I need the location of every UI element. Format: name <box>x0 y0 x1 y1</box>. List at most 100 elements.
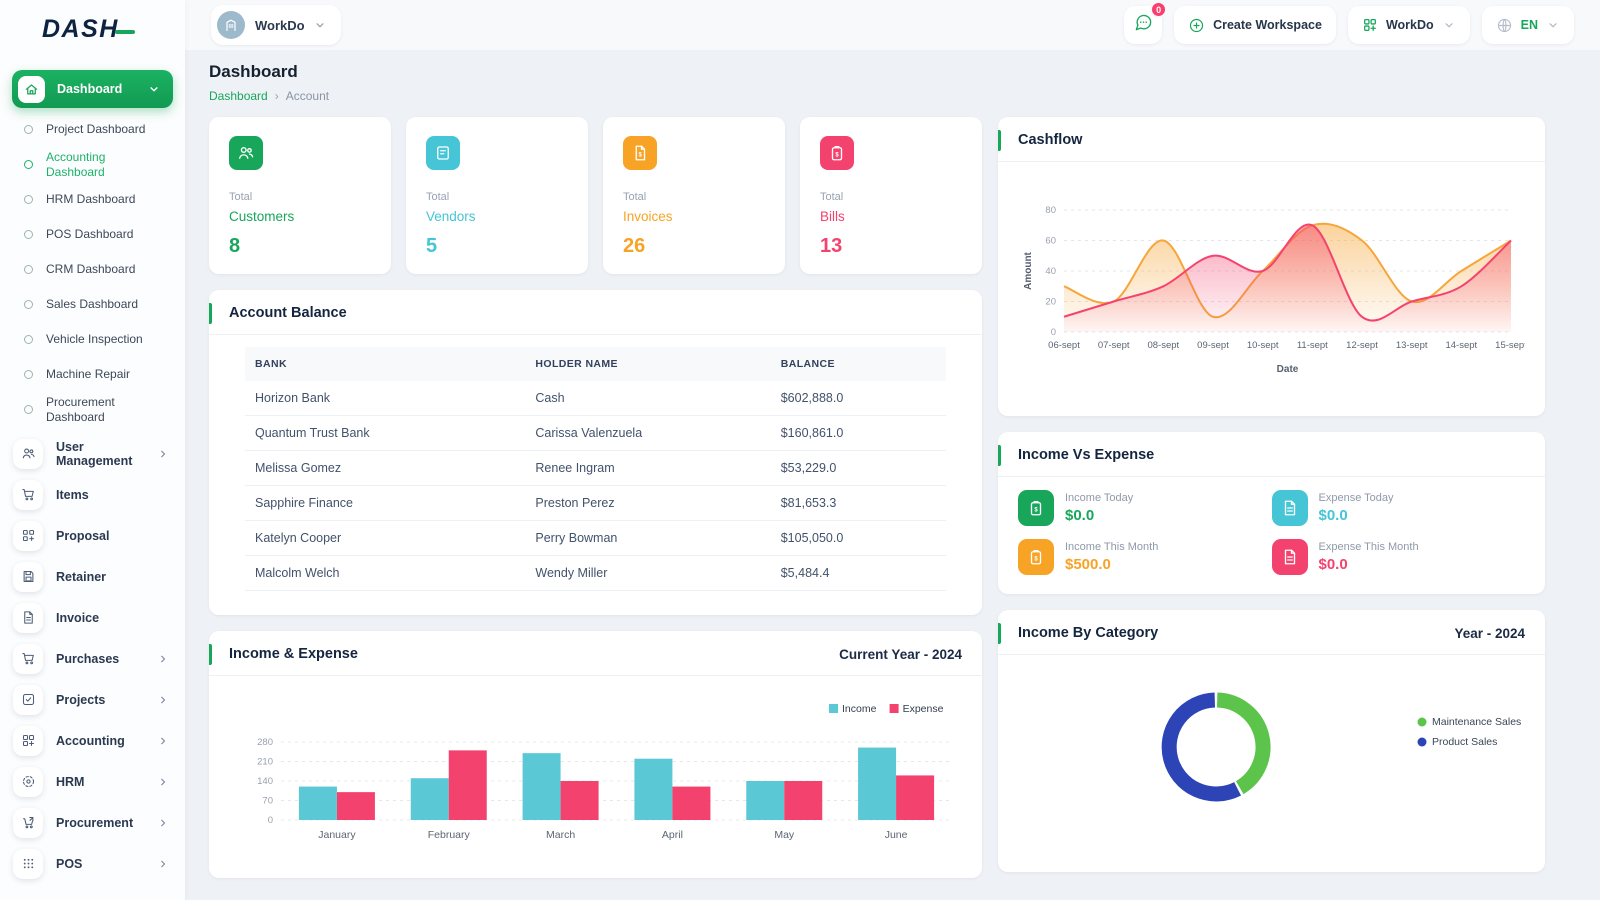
cell-balance: $602,888.0 <box>770 381 946 416</box>
main-content: Dashboard Dashboard › Account Total Custo… <box>185 50 1600 900</box>
table-row: Sapphire Finance Preston Perez $81,653.3 <box>245 485 946 521</box>
account-balance-card: Account Balance BANK HOLDER NAME BALANCE Ho… <box>209 290 982 615</box>
sidebar-item-invoice[interactable]: Invoice <box>0 597 185 638</box>
sidebar-item-projects[interactable]: Projects <box>0 679 185 720</box>
chevron-down-icon <box>147 82 161 96</box>
sidebar-item-accounting[interactable]: Accounting <box>0 720 185 761</box>
sidebar-item-user-management[interactable]: User Management <box>0 433 185 474</box>
sidebar-subitem-accounting-dashboard[interactable]: Accounting Dashboard <box>0 147 185 182</box>
svg-text:February: February <box>428 829 471 841</box>
messages-badge: 0 <box>1150 1 1168 18</box>
sidebar-subitem-vehicle-inspection[interactable]: Vehicle Inspection <box>0 322 185 357</box>
app-logo[interactable]: DASH <box>0 0 185 58</box>
workspace-switcher[interactable]: WorkDo <box>211 5 341 45</box>
circle-icon <box>24 125 33 134</box>
svg-text:Product Sales: Product Sales <box>1432 736 1497 748</box>
cell-holder: Wendy Miller <box>525 555 771 591</box>
column-header: BANK <box>245 347 526 381</box>
breadcrumb: Dashboard › Account <box>209 89 1574 103</box>
svg-text:40: 40 <box>1045 266 1056 277</box>
save-icon <box>13 561 43 592</box>
table-row: Katelyn Cooper Perry Bowman $105,050.0 <box>245 520 946 556</box>
stat-cards-row: Total Customers 8 Total Vendors 5 $ Total Invoic… <box>209 117 982 274</box>
sidebar-subitem-label: Accounting Dashboard <box>46 149 106 179</box>
sidebar: DASH Dashboard Project Dashboard Accounti… <box>0 0 185 900</box>
sidebar-subitem-label: POS Dashboard <box>46 227 134 241</box>
sidebar-subitem-sales-dashboard[interactable]: Sales Dashboard <box>0 287 185 322</box>
sidebar-item-proposal[interactable]: Proposal <box>0 515 185 556</box>
sidebar-item-items[interactable]: Items <box>0 474 185 515</box>
svg-text:0: 0 <box>268 815 273 826</box>
sidebar-item-pos[interactable]: POS <box>0 843 185 884</box>
svg-text:15-sept: 15-sept <box>1495 340 1525 351</box>
cell-balance: $105,050.0 <box>770 520 946 556</box>
tile-income-this-month: $ Income This Month $500.0 <box>1018 539 1272 575</box>
note-icon <box>426 136 460 170</box>
circle-icon <box>24 160 33 169</box>
card-period: Year - 2024 <box>1454 625 1525 641</box>
sidebar-subitem-machine-repair[interactable]: Machine Repair <box>0 357 185 392</box>
sidebar-item-purchases[interactable]: Purchases <box>0 638 185 679</box>
sidebar-subitem-project-dashboard[interactable]: Project Dashboard <box>0 112 185 147</box>
tile-label: Expense Today <box>1318 492 1394 504</box>
table-row: Horizon Bank Cash $602,888.0 <box>245 381 946 416</box>
users-icon <box>13 438 43 469</box>
cart-icon <box>13 643 43 674</box>
stat-label: Invoices <box>623 209 673 224</box>
svg-text:60: 60 <box>1045 236 1056 247</box>
users-icon <box>229 136 263 170</box>
workdo-menu-button[interactable]: WorkDo <box>1347 6 1470 44</box>
sidebar-item-retainer[interactable]: Retainer <box>0 556 185 597</box>
sidebar-item-hrm[interactable]: HRM <box>0 761 185 802</box>
svg-text:70: 70 <box>262 796 273 807</box>
chat-icon <box>1134 13 1153 37</box>
stat-card-customers: Total Customers 8 <box>209 117 391 274</box>
stat-prefix: Total <box>229 191 253 203</box>
account-balance-table: BANK HOLDER NAME BALANCE Horizon Bank Cash $6… <box>245 347 946 591</box>
table-row: Malcolm Welch Wendy Miller $5,484.4 <box>245 555 946 591</box>
sidebar-subitem-pos-dashboard[interactable]: POS Dashboard <box>0 217 185 252</box>
sidebar-subitem-label: Project Dashboard <box>46 122 146 136</box>
qr-icon <box>13 520 43 551</box>
sidebar-item-label: Proposal <box>56 528 110 543</box>
cell-bank: Sapphire Finance <box>245 485 526 521</box>
tile-value: $0.0 <box>1318 507 1348 524</box>
svg-text:20: 20 <box>1045 297 1056 308</box>
bar-svg: 0 70 140 210 280 January February March April May… <box>257 703 952 841</box>
language-selector[interactable]: EN <box>1481 6 1574 44</box>
clipboard-dollar-icon: $ <box>1018 490 1054 526</box>
cell-holder: Carissa Valenzuela <box>525 415 771 451</box>
sidebar-subitem-procurement-dashboard[interactable]: Procurement Dashboard <box>0 392 185 427</box>
sidebar-subitem-hrm-dashboard[interactable]: HRM Dashboard <box>0 182 185 217</box>
stat-prefix: Total <box>426 191 450 203</box>
tile-value: $0.0 <box>1318 556 1348 573</box>
svg-text:210: 210 <box>257 757 273 768</box>
stat-card-invoices: $ Total Invoices 26 <box>603 117 785 274</box>
circle-icon <box>24 405 33 414</box>
sidebar-item-procurement[interactable]: Procurement <box>0 802 185 843</box>
svg-text:140: 140 <box>257 776 273 787</box>
svg-text:April: April <box>662 829 683 841</box>
sidebar-subitem-label: HRM Dashboard <box>46 192 136 206</box>
sidebar-item-label: POS <box>56 856 83 871</box>
breadcrumb-dashboard[interactable]: Dashboard <box>209 89 268 103</box>
chevron-right-icon <box>157 735 169 747</box>
cashflow-svg: 0 20 40 60 80 06-sept 07-sept 08-sept 09-sept 10-… <box>1023 205 1527 375</box>
create-workspace-button[interactable]: Create Workspace <box>1174 6 1336 44</box>
sidebar-item-label: Invoice <box>56 610 100 625</box>
clipboard-dollar-icon: $ <box>1018 539 1054 575</box>
chevron-down-icon <box>1546 18 1560 32</box>
sidebar-item-label: Items <box>56 487 89 502</box>
cart-icon <box>13 479 43 510</box>
file-dollar-icon: $ <box>623 136 657 170</box>
svg-text:80: 80 <box>1045 205 1056 216</box>
breadcrumb-account: Account <box>285 89 330 103</box>
cashflow-area-chart: 0 20 40 60 80 06-sept 07-sept 08-sept 09-sept 10-… <box>998 162 1545 401</box>
svg-text:07-sept: 07-sept <box>1098 340 1130 351</box>
messages-button[interactable]: 0 <box>1124 1 1168 44</box>
plus-circle-icon <box>1188 17 1205 34</box>
workspace-name: WorkDo <box>255 17 305 33</box>
sidebar-subitem-crm-dashboard[interactable]: CRM Dashboard <box>0 252 185 287</box>
sidebar-menu: User Management Items Proposal Retainer Invo… <box>0 433 185 884</box>
sidebar-item-dashboard[interactable]: Dashboard <box>12 70 173 108</box>
